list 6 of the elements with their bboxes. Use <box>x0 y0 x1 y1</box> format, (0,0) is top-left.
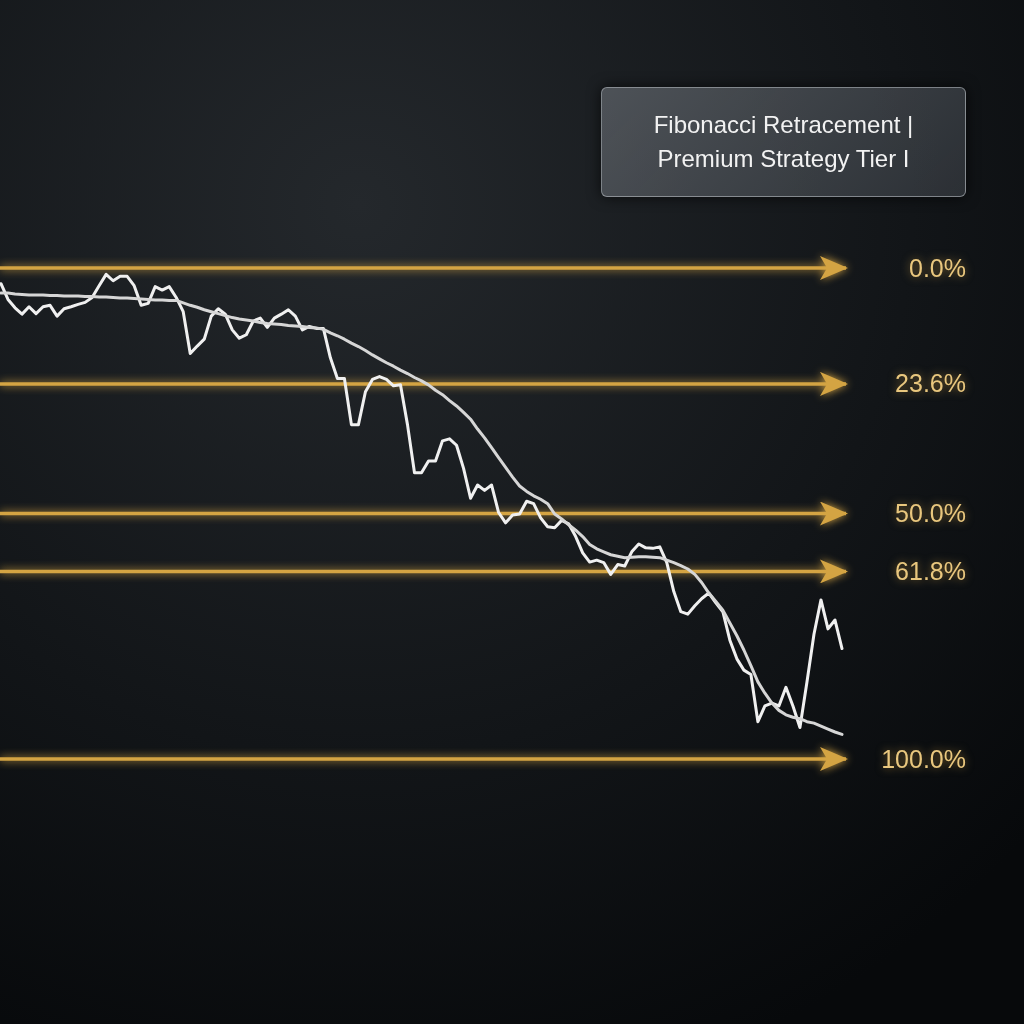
y-tick-label: 100.0% <box>881 744 966 773</box>
y-tick-label: 0.0% <box>909 253 966 282</box>
y-tick-label: 23.6% <box>895 369 966 398</box>
y-tick-label: 61.8% <box>895 556 966 585</box>
chart-title: Fibonacci Retracement | Premium Strategy Tier I <box>652 110 915 174</box>
y-tick-label: 50.0% <box>895 499 966 527</box>
